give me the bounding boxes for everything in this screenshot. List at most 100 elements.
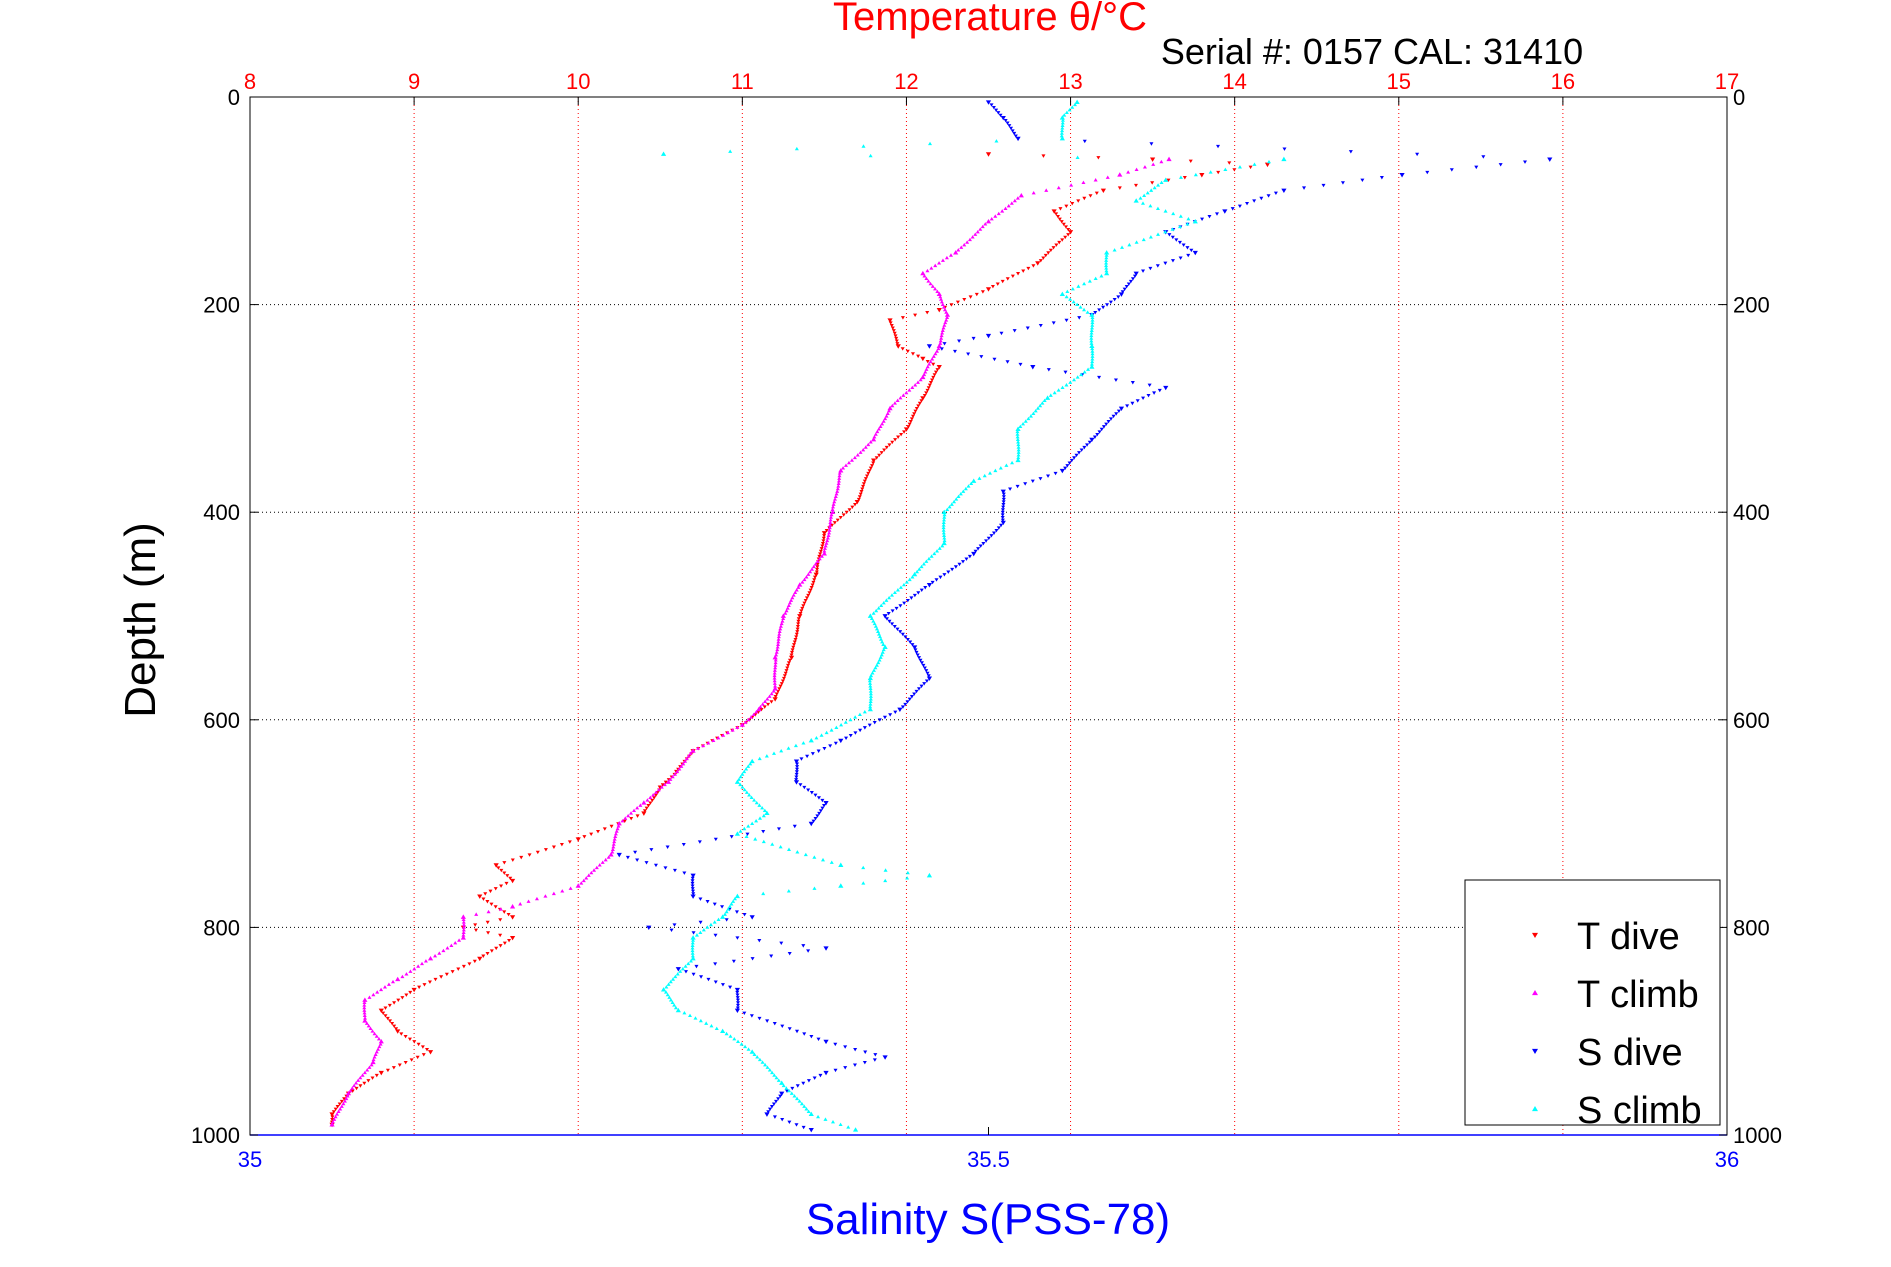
data-point-interp bbox=[934, 349, 939, 353]
y-left-tick-label: 1000 bbox=[191, 1123, 240, 1148]
data-point-interp bbox=[1200, 217, 1205, 221]
data-point bbox=[1547, 157, 1553, 162]
data-point-interp bbox=[999, 523, 1004, 528]
data-point-interp bbox=[365, 1068, 370, 1072]
data-point-interp bbox=[1056, 185, 1061, 190]
data-point-interp bbox=[794, 146, 799, 151]
legend-label: T dive bbox=[1577, 916, 1680, 958]
data-point-interp bbox=[543, 894, 548, 898]
data-point-interp bbox=[793, 590, 798, 595]
data-point-interp bbox=[1060, 385, 1065, 390]
data-point bbox=[1059, 468, 1065, 474]
data-point-interp bbox=[665, 845, 670, 849]
data-point-interp bbox=[774, 650, 779, 654]
data-point-interp bbox=[938, 575, 943, 580]
data-point-interp bbox=[912, 593, 917, 598]
data-point-interp bbox=[877, 658, 882, 662]
series-t-climb bbox=[329, 156, 1172, 1127]
data-point bbox=[813, 572, 819, 578]
data-point-interp bbox=[792, 824, 797, 829]
data-point-interp bbox=[829, 523, 834, 528]
data-point-interp bbox=[759, 708, 764, 712]
data-point bbox=[985, 287, 992, 292]
data-point-interp bbox=[811, 564, 816, 569]
data-point-interp bbox=[350, 1086, 355, 1090]
data-point-interp bbox=[474, 928, 479, 932]
data-point-interp bbox=[899, 432, 904, 437]
data-point-interp bbox=[1498, 163, 1503, 167]
data-point-interp bbox=[809, 791, 814, 795]
data-point-interp bbox=[408, 969, 413, 973]
data-point-interp bbox=[502, 910, 507, 914]
data-point-interp bbox=[725, 730, 730, 735]
data-point-interp bbox=[904, 580, 909, 584]
data-point-interp bbox=[800, 606, 805, 611]
data-point-interp bbox=[623, 816, 628, 820]
data-point bbox=[797, 614, 803, 619]
data-point-interp bbox=[371, 1057, 376, 1062]
data-point-interp bbox=[1151, 162, 1156, 166]
data-point bbox=[936, 307, 942, 313]
data-point-interp bbox=[810, 583, 815, 587]
data-point-interp bbox=[1155, 264, 1160, 268]
data-point bbox=[1163, 385, 1169, 391]
data-point-interp bbox=[962, 242, 967, 247]
data-point-interp bbox=[1148, 203, 1153, 208]
data-point-interp bbox=[1090, 323, 1095, 327]
data-point-interp bbox=[761, 813, 766, 818]
data-point-interp bbox=[879, 603, 884, 608]
data-point-interp bbox=[941, 530, 946, 535]
data-point-interp bbox=[869, 616, 874, 620]
data-point-interp bbox=[818, 1073, 823, 1078]
data-point-interp bbox=[912, 692, 917, 696]
data-point-interp bbox=[881, 642, 886, 646]
data-point-interp bbox=[877, 453, 882, 458]
data-point-interp bbox=[567, 840, 572, 844]
data-point-interp bbox=[1066, 233, 1071, 237]
data-point-interp bbox=[409, 1058, 414, 1062]
data-point-interp bbox=[822, 804, 827, 808]
data-point-interp bbox=[771, 689, 776, 693]
data-point-interp bbox=[865, 474, 870, 478]
data-point bbox=[690, 748, 696, 753]
data-point-interp bbox=[925, 671, 930, 676]
data-point-interp bbox=[815, 567, 820, 572]
data-point-interp bbox=[886, 612, 891, 616]
data-point-interp bbox=[868, 466, 873, 471]
data-point-interp bbox=[1069, 458, 1074, 463]
data-point-interp bbox=[938, 294, 943, 299]
data-point-interp bbox=[821, 539, 826, 543]
data-point-interp bbox=[874, 663, 879, 667]
data-point-interp bbox=[1001, 505, 1006, 510]
data-point-interp bbox=[698, 897, 703, 901]
data-point-interp bbox=[377, 1044, 382, 1049]
data-point-interp bbox=[775, 645, 780, 649]
data-point-interp bbox=[586, 873, 591, 877]
data-point bbox=[920, 356, 926, 362]
data-point bbox=[1015, 426, 1021, 431]
data-point-interp bbox=[940, 543, 945, 548]
data-point-interp bbox=[728, 1034, 733, 1038]
data-point-interp bbox=[780, 619, 785, 623]
data-point bbox=[1059, 135, 1065, 141]
data-point-interp bbox=[940, 331, 945, 335]
data-point-interp bbox=[821, 536, 826, 541]
data-point bbox=[772, 686, 778, 691]
data-point-interp bbox=[724, 918, 729, 922]
data-point bbox=[460, 914, 466, 919]
data-point-interp bbox=[921, 562, 926, 566]
data-point-interp bbox=[341, 1101, 346, 1106]
data-point-interp bbox=[742, 787, 747, 792]
data-point-interp bbox=[900, 705, 905, 709]
data-point-interp bbox=[942, 512, 947, 517]
data-point-interp bbox=[1104, 258, 1109, 262]
data-point-interp bbox=[1142, 193, 1147, 198]
data-point-interp bbox=[527, 853, 532, 857]
data-point-interp bbox=[1038, 477, 1043, 481]
data-point-interp bbox=[769, 954, 774, 958]
data-point-interp bbox=[670, 774, 675, 779]
data-point-interp bbox=[373, 1052, 378, 1056]
data-point-interp bbox=[629, 811, 634, 815]
data-point-interp bbox=[774, 692, 779, 696]
data-point-interp bbox=[1026, 416, 1031, 421]
